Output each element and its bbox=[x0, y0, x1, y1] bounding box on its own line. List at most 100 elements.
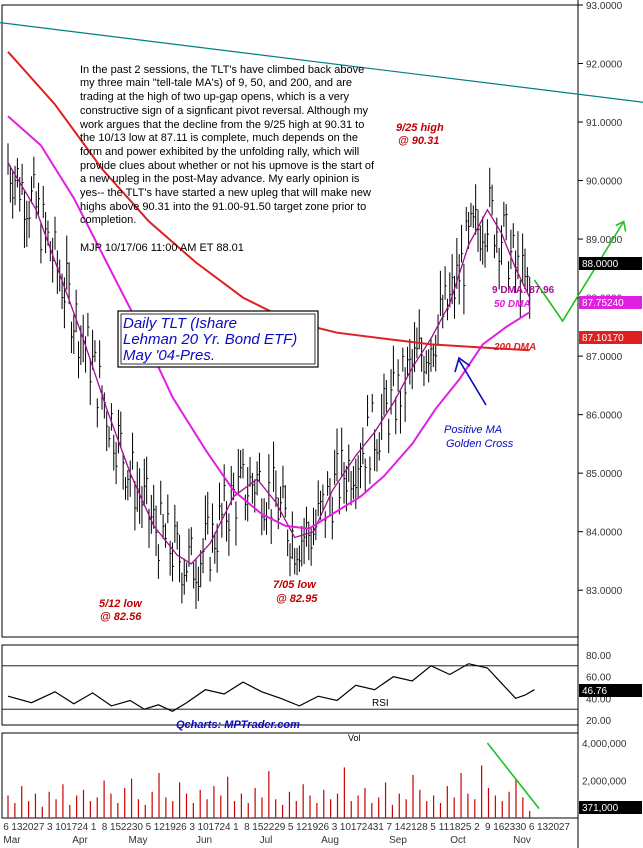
rsi-label: RSI bbox=[372, 698, 389, 709]
vol-tag bbox=[579, 801, 642, 814]
x-tick-label: 5 bbox=[288, 822, 294, 833]
price-tick-label: 90.0000 bbox=[586, 177, 623, 188]
x-tick-label: 5 bbox=[430, 822, 436, 833]
commentary-text: In the past 2 sessions, the TLT's have c… bbox=[80, 50, 380, 256]
price-tick-label: 83.0000 bbox=[586, 586, 623, 597]
month-label: Aug bbox=[321, 835, 339, 846]
month-label: Jun bbox=[196, 835, 212, 846]
rsi-tick-label: 80.00 bbox=[586, 651, 611, 662]
high-label: 9/25 high bbox=[396, 122, 444, 134]
volume-trendline bbox=[486, 742, 540, 810]
price-tick-label: 91.0000 bbox=[586, 118, 623, 129]
rsi-tick-label: 20.00 bbox=[586, 716, 611, 727]
month-label: May bbox=[129, 835, 148, 846]
month-label: Apr bbox=[72, 835, 88, 846]
low1-value: @ 82.56 bbox=[100, 611, 142, 623]
signature-line: MJP 10/17/06 11:00 AM ET 88.01 bbox=[80, 241, 244, 254]
dma9-line bbox=[7, 162, 531, 565]
dma200-line bbox=[7, 51, 530, 352]
dma50-label: 50 DMA bbox=[494, 299, 531, 310]
x-tick-label: 11 bbox=[439, 822, 450, 833]
x-tick-label: 31 bbox=[373, 822, 385, 833]
x-tick-label: 3 bbox=[47, 822, 53, 833]
x-tick-label: 13 bbox=[537, 822, 549, 833]
projection-arrowhead bbox=[615, 220, 627, 232]
vol-tick-label: 4,000,000 bbox=[582, 739, 627, 750]
x-tick-label: 27 bbox=[33, 822, 45, 833]
price-tick-label: 85.0000 bbox=[586, 469, 623, 480]
price-tag bbox=[579, 296, 642, 309]
rsi-tick-label: 60.00 bbox=[586, 673, 611, 684]
x-tick-label: 29 bbox=[274, 822, 286, 833]
volume-bars bbox=[7, 765, 531, 818]
title-box-line: Lehman 20 Yr. Bond ETF) bbox=[123, 331, 297, 348]
low2-value: @ 82.95 bbox=[276, 593, 318, 605]
x-tick-label: 23 bbox=[504, 822, 516, 833]
rsi-panel bbox=[1, 644, 579, 726]
price-tag bbox=[579, 331, 642, 344]
month-label: Sep bbox=[389, 835, 407, 846]
x-tick-label: 20 bbox=[548, 822, 560, 833]
vol-label: Vol bbox=[348, 733, 361, 743]
x-tick-label: 24 bbox=[362, 822, 374, 833]
x-tick-label: 7 bbox=[386, 822, 392, 833]
trendline bbox=[0, 22, 643, 103]
x-tick-label: 3 bbox=[189, 822, 195, 833]
x-tick-label: 5 bbox=[146, 822, 152, 833]
rsi-line bbox=[7, 663, 535, 712]
x-tick-label: 18 bbox=[449, 822, 461, 833]
price-bars bbox=[7, 143, 532, 609]
x-tick-label: 1 bbox=[91, 822, 97, 833]
title-box-line: May '04-Pres. bbox=[123, 347, 215, 364]
price-tick-label: 92.0000 bbox=[586, 60, 623, 71]
price-tag-label: 87.10170 bbox=[582, 333, 624, 344]
month-label: Jul bbox=[260, 835, 273, 846]
x-tick-label: 3 bbox=[332, 822, 338, 833]
x-tick-label: 10 bbox=[198, 822, 210, 833]
price-tick-label: 93.0000 bbox=[586, 1, 623, 12]
credit-label: Qcharts: MPTrader.com bbox=[176, 719, 300, 731]
golden-cross-arrowhead bbox=[454, 356, 471, 373]
vol-tag-label: 371,000 bbox=[582, 803, 619, 814]
price-tag bbox=[579, 257, 642, 270]
x-tick-label: 17 bbox=[208, 822, 220, 833]
title-box-inner bbox=[120, 313, 316, 365]
low1-label: 5/12 low bbox=[99, 598, 143, 610]
x-tick-label: 6 bbox=[3, 822, 9, 833]
x-tick-label: 26 bbox=[176, 822, 188, 833]
dma50-line bbox=[7, 115, 531, 530]
x-tick-label: 19 bbox=[307, 822, 319, 833]
x-tick-label: 15 bbox=[252, 822, 264, 833]
x-tick-label: 12 bbox=[154, 822, 166, 833]
x-tick-label: 30 bbox=[515, 822, 527, 833]
price-tick-label: 86.0000 bbox=[586, 411, 623, 422]
rsi-tag bbox=[579, 684, 642, 697]
x-tick-label: 19 bbox=[165, 822, 177, 833]
x-tick-label: 28 bbox=[417, 822, 429, 833]
x-tick-label: 24 bbox=[219, 822, 231, 833]
dma200-label: 200 DMA bbox=[493, 342, 536, 353]
x-tick-label: 1 bbox=[233, 822, 239, 833]
x-tick-label: 8 bbox=[244, 822, 250, 833]
x-tick-label: 13 bbox=[11, 822, 23, 833]
x-tick-label: 17 bbox=[351, 822, 363, 833]
x-tick-label: 8 bbox=[102, 822, 108, 833]
x-tick-label: 14 bbox=[395, 822, 407, 833]
x-tick-label: 16 bbox=[493, 822, 505, 833]
x-tick-label: 10 bbox=[340, 822, 352, 833]
x-tick-label: 9 bbox=[485, 822, 491, 833]
month-label: Mar bbox=[3, 835, 21, 846]
x-tick-label: 2 bbox=[474, 822, 480, 833]
x-tick-label: 6 bbox=[529, 822, 535, 833]
rsi-tick-label: 40.00 bbox=[586, 694, 611, 705]
low2-label: 7/05 low bbox=[273, 579, 317, 591]
x-tick-label: 20 bbox=[22, 822, 34, 833]
price-tick-label: 84.0000 bbox=[586, 528, 623, 539]
x-tick-label: 27 bbox=[559, 822, 571, 833]
rsi-tag-label: 46.76 bbox=[582, 686, 607, 697]
month-label: Oct bbox=[450, 835, 466, 846]
dma9-label: 9 DMA: 87.96 bbox=[492, 285, 555, 296]
x-tick-label: 25 bbox=[460, 822, 472, 833]
